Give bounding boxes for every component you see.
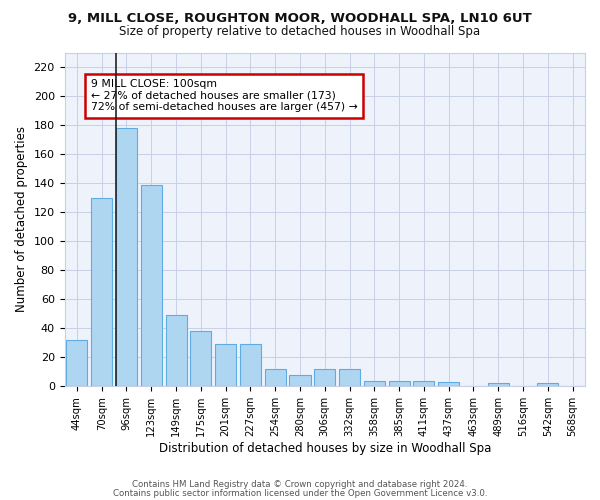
Bar: [265, 369, 286, 386]
Bar: [488, 384, 509, 386]
X-axis label: Distribution of detached houses by size in Woodhall Spa: Distribution of detached houses by size …: [158, 442, 491, 455]
Bar: [240, 344, 261, 387]
Bar: [364, 380, 385, 386]
Bar: [215, 344, 236, 387]
Text: Contains public sector information licensed under the Open Government Licence v3: Contains public sector information licen…: [113, 488, 487, 498]
Bar: [537, 384, 559, 386]
Bar: [141, 184, 162, 386]
Bar: [67, 340, 88, 386]
Y-axis label: Number of detached properties: Number of detached properties: [15, 126, 28, 312]
Text: 9, MILL CLOSE, ROUGHTON MOOR, WOODHALL SPA, LN10 6UT: 9, MILL CLOSE, ROUGHTON MOOR, WOODHALL S…: [68, 12, 532, 26]
Bar: [190, 331, 211, 386]
Bar: [438, 382, 459, 386]
Text: 9 MILL CLOSE: 100sqm
← 27% of detached houses are smaller (173)
72% of semi-deta: 9 MILL CLOSE: 100sqm ← 27% of detached h…: [91, 79, 358, 112]
Bar: [91, 198, 112, 386]
Text: Size of property relative to detached houses in Woodhall Spa: Size of property relative to detached ho…: [119, 25, 481, 38]
Bar: [116, 128, 137, 386]
Bar: [339, 369, 360, 386]
Text: Contains HM Land Registry data © Crown copyright and database right 2024.: Contains HM Land Registry data © Crown c…: [132, 480, 468, 489]
Bar: [166, 315, 187, 386]
Bar: [289, 374, 311, 386]
Bar: [413, 380, 434, 386]
Bar: [314, 369, 335, 386]
Bar: [389, 380, 410, 386]
